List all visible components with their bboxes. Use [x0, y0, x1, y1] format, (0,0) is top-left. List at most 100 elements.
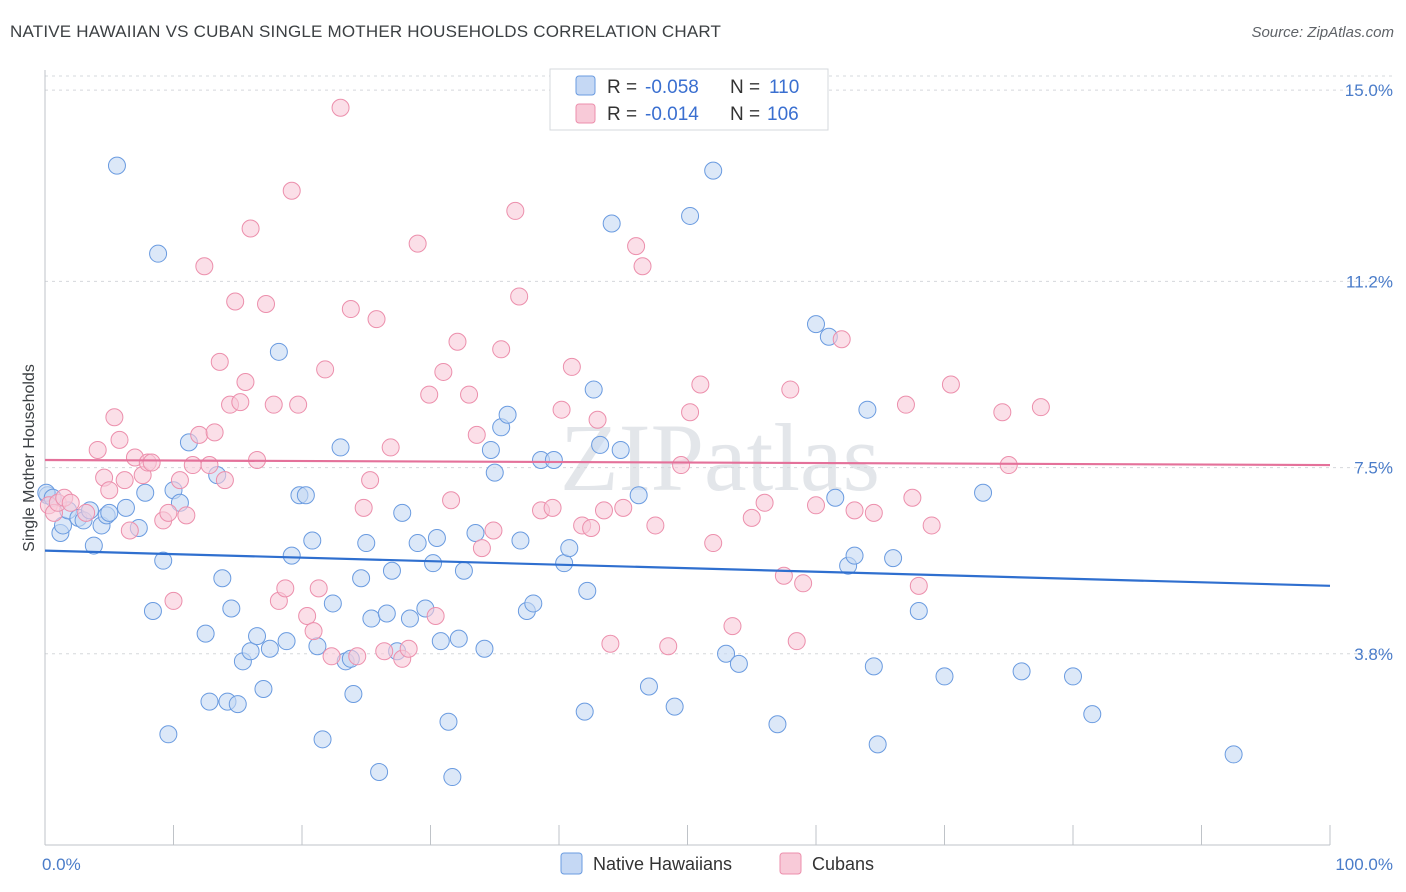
- native-hawaiians-point: [665, 697, 684, 716]
- cubans-point: [88, 440, 107, 459]
- bottom-legend-label-native-hawaiians: Native Hawaiians: [593, 854, 732, 874]
- legend-box: [549, 68, 829, 131]
- cubans-point: [367, 310, 386, 329]
- native-hawaiians-point: [100, 503, 119, 522]
- native-hawaiians-point: [681, 206, 700, 225]
- cubans-points: [39, 98, 1050, 668]
- cubans-point: [909, 576, 928, 595]
- grid: [45, 75, 1392, 655]
- native-hawaiians-point: [717, 644, 736, 663]
- native-hawaiians-point: [400, 609, 419, 628]
- x-tick-label-min: 0.0%: [42, 855, 81, 874]
- cubans-point: [582, 518, 601, 537]
- native-hawaiians-point: [807, 315, 825, 334]
- native-hawaiians-point: [260, 639, 279, 658]
- legend-swatch-native-hawaiians: [575, 75, 596, 96]
- native-hawaiians-point: [344, 685, 363, 704]
- native-hawaiians-point: [639, 677, 658, 696]
- native-hawaiians-point: [602, 214, 621, 233]
- bottom-legend-swatch-native-hawaiians: [560, 852, 583, 875]
- cubans-point: [341, 300, 360, 319]
- cubans-point: [276, 579, 295, 598]
- cubans-point: [845, 501, 864, 520]
- x-tick-label-max: 100.0%: [1335, 855, 1393, 874]
- native-hawaiians-point: [222, 599, 241, 618]
- cubans-point: [484, 521, 503, 540]
- cubans-point: [723, 617, 742, 636]
- cubans-point: [100, 481, 119, 500]
- native-hawaiians-point: [560, 539, 579, 558]
- cubans-point: [375, 642, 394, 661]
- native-hawaiians-point: [611, 440, 630, 459]
- cubans-point: [105, 408, 124, 427]
- native-hawaiians-point: [313, 730, 332, 749]
- cubans-point: [442, 491, 461, 510]
- cubans-point: [170, 471, 189, 490]
- native-hawaiians-point: [116, 498, 135, 517]
- y-tick-label: 15.0%: [1345, 81, 1393, 100]
- cubans-point: [426, 607, 445, 626]
- native-hawaiians-point: [629, 486, 648, 505]
- native-hawaiians-point: [323, 594, 342, 613]
- legend-r-label-2: R =: [607, 104, 637, 125]
- native-hawaiians-point: [909, 601, 928, 620]
- cubans-point: [231, 393, 250, 412]
- native-hawaiians-point: [303, 531, 322, 550]
- y-axis-label: Single Mother Households: [21, 364, 38, 552]
- cubans-point: [408, 234, 427, 253]
- native-hawaiians-point: [544, 451, 563, 470]
- cubans-point: [691, 375, 710, 394]
- cubans-point: [381, 438, 400, 457]
- cubans-point: [781, 380, 800, 399]
- native-hawaiians-point: [427, 529, 446, 548]
- native-hawaiians-point: [277, 632, 296, 651]
- native-hawaiians-point: [868, 735, 887, 754]
- native-hawaiians-point: [84, 536, 103, 555]
- cubans-point: [704, 534, 723, 553]
- native-hawaiians-point: [382, 561, 401, 580]
- y-tick-label: 3.8%: [1354, 645, 1393, 664]
- cubans-point: [200, 456, 219, 475]
- cubans-point: [472, 539, 491, 558]
- cubans-point: [309, 579, 328, 598]
- cubans-point: [115, 471, 134, 490]
- cubans-point: [460, 385, 479, 404]
- cubans-point: [601, 634, 620, 653]
- trend-lines: [44, 458, 1331, 587]
- cubans-point: [659, 637, 678, 656]
- cubans-point: [210, 352, 229, 371]
- cubans-point: [361, 471, 380, 490]
- native-hawaiians-point: [935, 667, 954, 686]
- cubans-point: [864, 503, 883, 522]
- cubans-point: [236, 373, 255, 392]
- cubans-point: [195, 257, 214, 276]
- native-hawaiians-point: [555, 554, 574, 573]
- legend-n-value-1: 110: [769, 77, 799, 98]
- native-hawaiians-point: [393, 503, 412, 522]
- legend-swatch-cubans: [575, 103, 596, 124]
- native-hawaiians-point: [485, 463, 504, 482]
- native-hawaiians-point: [974, 483, 993, 502]
- cubans-point: [543, 498, 562, 517]
- native-hawaiians-point: [864, 657, 883, 676]
- native-hawaiians-point: [439, 712, 458, 731]
- native-hawaiians-point: [143, 601, 162, 620]
- native-hawaiians-point: [269, 342, 288, 361]
- cubans-point: [627, 237, 646, 256]
- native-hawaiians-point: [362, 609, 381, 628]
- cubans-point: [61, 493, 80, 512]
- cubans-point: [755, 493, 774, 512]
- cubans-point: [434, 362, 453, 381]
- native-hawaiians-point: [443, 768, 462, 787]
- bottom-legend-swatch-cubans: [779, 852, 802, 875]
- native-hawaiians-point: [1012, 662, 1031, 681]
- cubans-point: [257, 295, 276, 314]
- series-legend: Native Hawaiians Cubans: [560, 852, 874, 875]
- native-hawaiians-point: [511, 531, 530, 550]
- native-hawaiians-point: [370, 763, 389, 782]
- cubans-point: [282, 181, 301, 200]
- x-axis-tick-labels: 0.0% 100.0%: [42, 855, 1393, 874]
- cubans-point: [142, 453, 161, 472]
- native-hawaiians-point: [591, 435, 610, 454]
- native-hawaiians-point: [196, 624, 215, 643]
